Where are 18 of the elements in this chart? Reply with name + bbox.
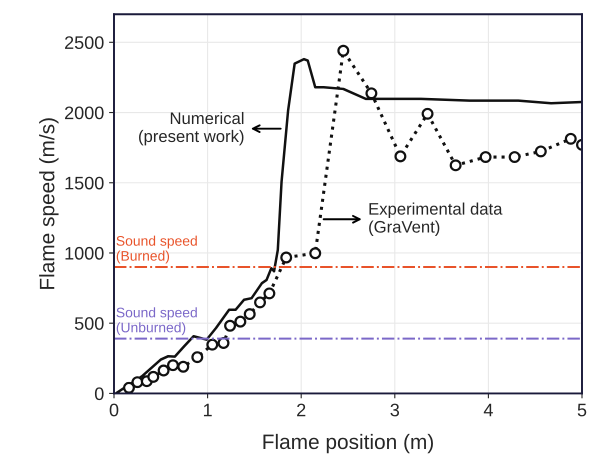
x-tick-label: 5 — [578, 404, 586, 416]
y-tick-label: 1000 — [65, 246, 104, 260]
ref-line-label: Sound speed (Burned) — [116, 236, 197, 264]
x-tick-label: 3 — [390, 404, 400, 416]
x-tick-label: 2 — [297, 404, 306, 416]
ref-line-label: Sound speed (Unburned) — [116, 307, 197, 336]
y-tick-label: 1500 — [65, 176, 104, 190]
x-tick-label: 0 — [110, 404, 118, 416]
annotation: Numerical (present work) — [139, 112, 244, 146]
annotation: Experimental data (GraVent) — [369, 202, 502, 236]
y-tick-label: 0 — [94, 387, 104, 400]
x-tick-label: 1 — [204, 404, 212, 416]
y-axis-title: Flame speed (m/s) — [39, 118, 59, 289]
y-tick-label: 500 — [74, 317, 104, 330]
y-tick-label: 2000 — [65, 106, 104, 120]
x-axis-title: Flame position (m) — [263, 434, 433, 454]
y-tick-label: 2500 — [65, 36, 104, 50]
x-tick-label: 4 — [484, 404, 493, 416]
